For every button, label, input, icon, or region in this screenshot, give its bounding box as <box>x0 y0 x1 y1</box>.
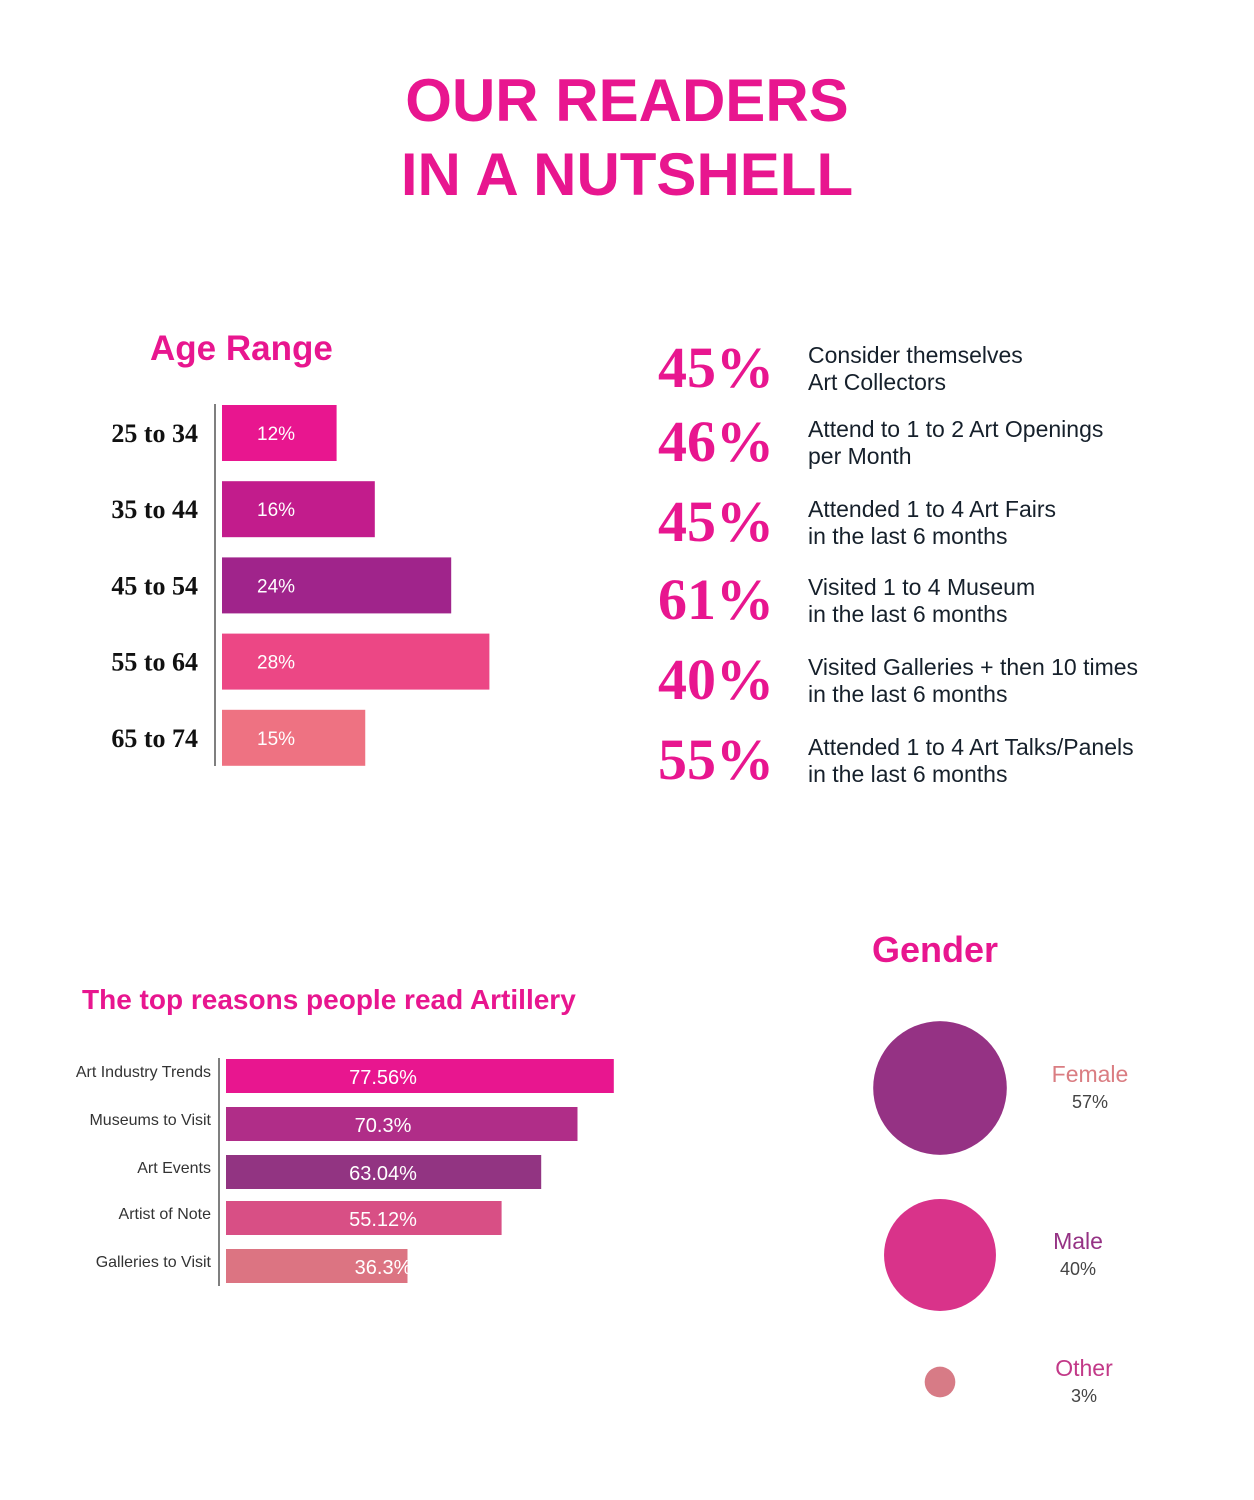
age-bar <box>222 709 366 766</box>
age-value-label: 15% <box>257 729 295 750</box>
stat-line2: in the last 6 months <box>808 523 1008 549</box>
age-bar <box>222 481 375 538</box>
age-value-label: 12% <box>257 424 295 445</box>
stat-line2: Art Collectors <box>808 369 947 395</box>
age-value-label: 28% <box>257 653 295 674</box>
age-bar <box>222 405 337 461</box>
age-bar <box>222 633 490 690</box>
stat-line1: Attended 1 to 4 Art Fairs <box>808 496 1057 522</box>
age-value-label: 16% <box>257 500 295 521</box>
page-title-line1: OUR READERS <box>405 67 849 134</box>
stat-line1: Attended 1 to 4 Art Talks/Panels <box>808 734 1134 760</box>
gender-chart-title: Gender <box>872 929 999 970</box>
stat-description: Consider themselves Art Collectors <box>808 342 1238 396</box>
stat-line1: Visited 1 to 4 Museum <box>808 574 1036 600</box>
stat-value: 61% <box>658 567 774 632</box>
age-category-label: 65 to 74 <box>111 724 198 753</box>
stat-line2: in the last 6 months <box>808 761 1008 787</box>
age-chart-title: Age Range <box>150 329 333 368</box>
stat-row: 45% Consider themselves Art Collectors <box>658 338 1238 408</box>
age-category-label: 35 to 44 <box>111 495 198 524</box>
stat-row: 46% Attend to 1 to 2 Art Openings per Mo… <box>658 412 1238 482</box>
stat-line1: Visited Galleries + then 10 times <box>808 654 1139 680</box>
stat-line1: Attend to 1 to 2 Art Openings <box>808 416 1104 442</box>
stat-description: Attended 1 to 4 Art Fairs in the last 6 … <box>808 496 1238 550</box>
stat-line2: in the last 6 months <box>808 681 1008 707</box>
stat-value: 45% <box>658 335 774 400</box>
reasons-chart-title: The top reasons people read Artillery <box>82 984 576 1015</box>
stat-row: 45% Attended 1 to 4 Art Fairs in the las… <box>658 492 1238 562</box>
age-category-label: 25 to 34 <box>111 419 198 448</box>
stat-row: 55% Attended 1 to 4 Art Talks/Panels in … <box>658 730 1238 800</box>
stat-description: Attended 1 to 4 Art Talks/Panels in the … <box>808 734 1238 788</box>
age-category-label: 45 to 54 <box>111 571 198 600</box>
page-title-line2: IN A NUTSHELL <box>400 141 854 208</box>
stat-line1: Consider themselves <box>808 342 1023 368</box>
stat-value: 46% <box>658 409 774 474</box>
stat-description: Visited Galleries + then 10 times in the… <box>808 654 1238 708</box>
stat-description: Visited 1 to 4 Museum in the last 6 mont… <box>808 574 1238 628</box>
stat-row: 40% Visited Galleries + then 10 times in… <box>658 650 1238 720</box>
stat-row: 61% Visited 1 to 4 Museum in the last 6 … <box>658 570 1238 640</box>
stat-line2: in the last 6 months <box>808 601 1008 627</box>
stat-value: 45% <box>658 489 774 554</box>
age-category-label: 55 to 64 <box>111 648 198 677</box>
age-bar <box>222 557 452 614</box>
stat-line2: per Month <box>808 443 912 469</box>
stat-value: 55% <box>658 727 774 792</box>
stat-description: Attend to 1 to 2 Art Openings per Month <box>808 416 1238 470</box>
stat-value: 40% <box>658 647 774 712</box>
age-value-label: 24% <box>257 576 295 597</box>
